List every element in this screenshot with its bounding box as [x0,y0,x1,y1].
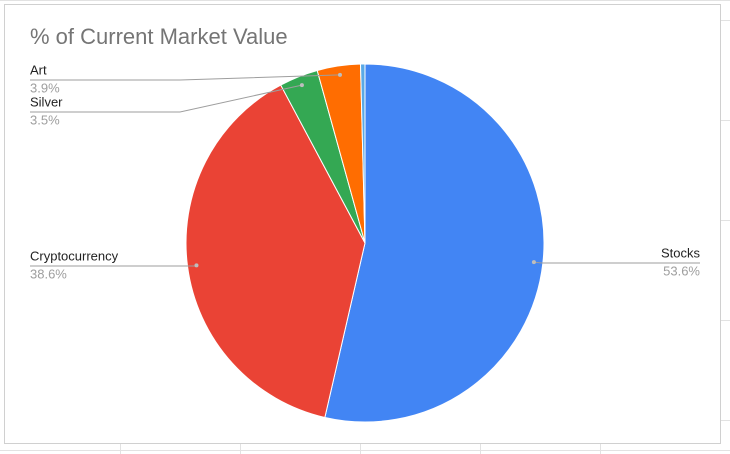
slice-value-label: 38.6% [30,266,67,281]
leader-line [30,74,341,81]
leader-dot [337,72,342,77]
chart-title: % of Current Market Value [30,24,288,49]
slice-value-label: 3.9% [30,80,60,95]
pie-slice [359,63,366,244]
slice-label: Silver [30,94,63,109]
slice-label: Stocks [661,245,701,260]
leader-line [30,84,303,113]
leader-line [533,261,700,264]
slice-value-label: 53.6% [663,263,700,278]
slice-value-label: 3.5% [30,112,60,127]
pie-slice [185,84,366,419]
leader-dot [194,263,199,268]
slice-label: Cryptocurrency [30,248,119,263]
slice-label: Art [30,62,47,77]
leader-dot [299,83,304,88]
leader-dot [531,260,536,265]
